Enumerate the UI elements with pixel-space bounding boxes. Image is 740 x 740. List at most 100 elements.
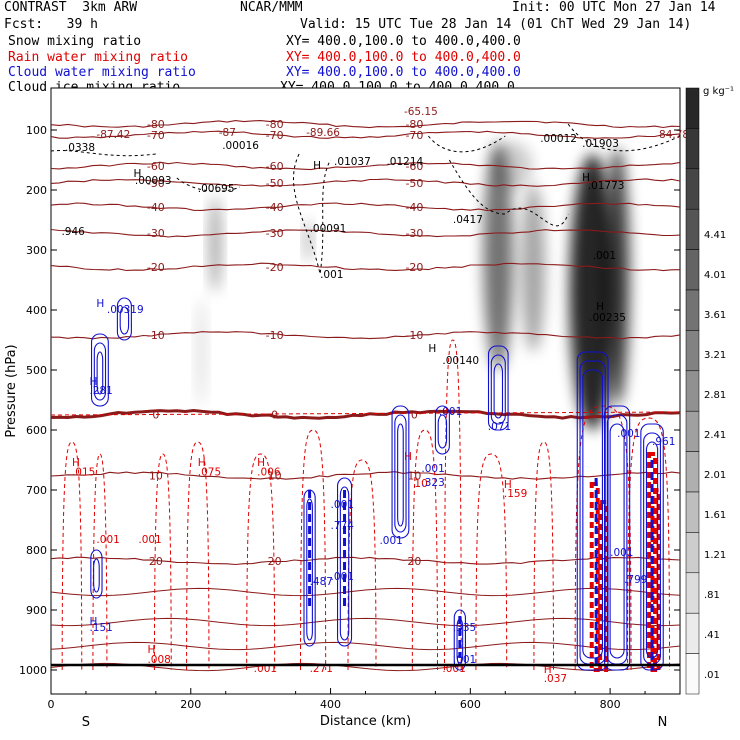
cloud-water-contour: [90, 549, 103, 599]
ice-top-label: -65.15: [404, 106, 438, 118]
direction-label-south: S: [82, 715, 90, 730]
colorbar-swatch: [685, 451, 700, 493]
isotherm-label: -10: [266, 329, 284, 342]
colorbar-label: 3.21: [704, 350, 726, 361]
x-tick-label: 200: [180, 698, 201, 711]
snow-plume-7: [492, 142, 533, 190]
snow-plume-4: [209, 196, 222, 292]
cloud-water-contour: [93, 342, 107, 401]
colorbar-swatch: [685, 208, 700, 250]
isotherm-label: -70: [266, 129, 284, 142]
isotherm-line: [51, 331, 680, 340]
rain-contour: [627, 417, 671, 671]
cloud-ice-label: .00140: [442, 355, 479, 367]
colorbar-swatch: [685, 572, 700, 614]
isotherm-label: -80: [405, 118, 423, 131]
cloud-ice-label: .0338: [65, 142, 95, 154]
cloud-water-contour: [434, 405, 450, 455]
rain-contour: [186, 441, 210, 671]
cloud-water-label: .001: [331, 499, 354, 511]
isotherm-line: [51, 130, 680, 139]
cloud-water-contour: [453, 609, 466, 671]
cloud-ice-label: H: [596, 301, 604, 313]
rain-label: .008: [147, 654, 170, 666]
isotherm-label: -10: [405, 329, 423, 342]
cloud-ice-contour: [176, 177, 240, 192]
snow-label: .01903: [582, 138, 619, 150]
cloud-water-contour: [93, 558, 100, 593]
isotherm-label: -40: [266, 201, 284, 214]
cloud-water-contour: [493, 363, 504, 419]
colorbar-swatch: [685, 410, 700, 452]
rain-contour: [475, 453, 508, 671]
rain-label: H: [198, 457, 206, 469]
snow-label: .0417: [453, 214, 483, 226]
ice-top-label: -89.66: [306, 127, 340, 139]
cloud-water-label: H: [96, 298, 104, 310]
isotherm-label: -30: [266, 227, 284, 240]
isotherm-label: -60: [147, 160, 165, 173]
isotherm-label: -60: [405, 160, 423, 173]
isotherm-label: -20: [147, 261, 165, 274]
rain-contour: [347, 459, 377, 671]
colorbar-swatch: [685, 249, 700, 291]
y-tick-label: 600: [26, 424, 47, 437]
snow-plume-3: [521, 184, 546, 352]
field-snow-name: Snow mixing ratio: [8, 34, 142, 49]
cloud-water-contour: [96, 351, 104, 395]
rain-label: H: [72, 457, 80, 469]
snow-label: .00235: [589, 312, 626, 324]
colorbar-swatch: [685, 168, 700, 210]
snow-label: .01037: [334, 156, 371, 168]
isotherm-line: [51, 471, 680, 480]
isotherm-label: -10: [147, 329, 165, 342]
isotherm-label: -30: [147, 227, 165, 240]
cloud-water-contour: [603, 405, 631, 671]
colorbar-swatch: [685, 491, 700, 533]
isotherm-label: -20: [405, 261, 423, 274]
colorbar-swatch: [685, 370, 700, 412]
snow-label: H: [582, 172, 590, 184]
colorbar-label: 3.61: [704, 310, 726, 321]
rain-contour: [246, 453, 276, 671]
field-snow-xy: XY= 400.0,100.0 to 400.0,400.0: [286, 34, 521, 49]
colorbar-swatch: [685, 532, 700, 574]
snow-plume-2: [483, 142, 514, 370]
rain-label: .001: [138, 534, 161, 546]
org-label: NCAR/MMM: [240, 0, 303, 15]
cloud-water-contour: [119, 306, 130, 335]
cloud-water-label: .799: [624, 574, 647, 586]
cloud-water-label: .281: [89, 385, 112, 397]
cloud-water-contour: [339, 486, 350, 641]
colorbar-label: 4.41: [704, 230, 726, 241]
rain-label: .075: [198, 467, 221, 479]
cloud-water-contour: [391, 405, 410, 539]
colorbar-swatch: [685, 289, 700, 331]
colorbar-label: .81: [704, 590, 720, 601]
isotherm-line: [51, 120, 680, 129]
rain-contour: [61, 441, 83, 671]
y-axis-label: Pressure (hPa): [4, 344, 19, 437]
isotherm-line: [51, 262, 680, 272]
snow-label: .00016: [222, 140, 259, 152]
cloud-water-label: .00319: [107, 304, 144, 316]
cloud-water-contour: [397, 423, 404, 527]
cloud-water-label: .071: [488, 421, 511, 433]
y-tick-label: 500: [26, 364, 47, 377]
isotherm-label: -80: [147, 118, 165, 131]
rain-label: H: [257, 457, 265, 469]
cloud-water-label: .323: [421, 477, 444, 489]
isotherm-line: [51, 161, 680, 171]
colorbar-label: 2.41: [704, 430, 726, 441]
cloud-ice-label: H: [428, 343, 436, 355]
rain-label: .159: [504, 488, 527, 500]
isotherm-label: -40: [147, 201, 165, 214]
snow-label: .001: [320, 269, 343, 281]
x-tick-label: 0: [48, 698, 55, 711]
x-tick-label: 800: [600, 698, 621, 711]
direction-label-north: N: [658, 715, 668, 730]
snow-label: .01214: [386, 156, 423, 168]
chart-title: CONTRAST 3km ARW: [4, 0, 138, 15]
